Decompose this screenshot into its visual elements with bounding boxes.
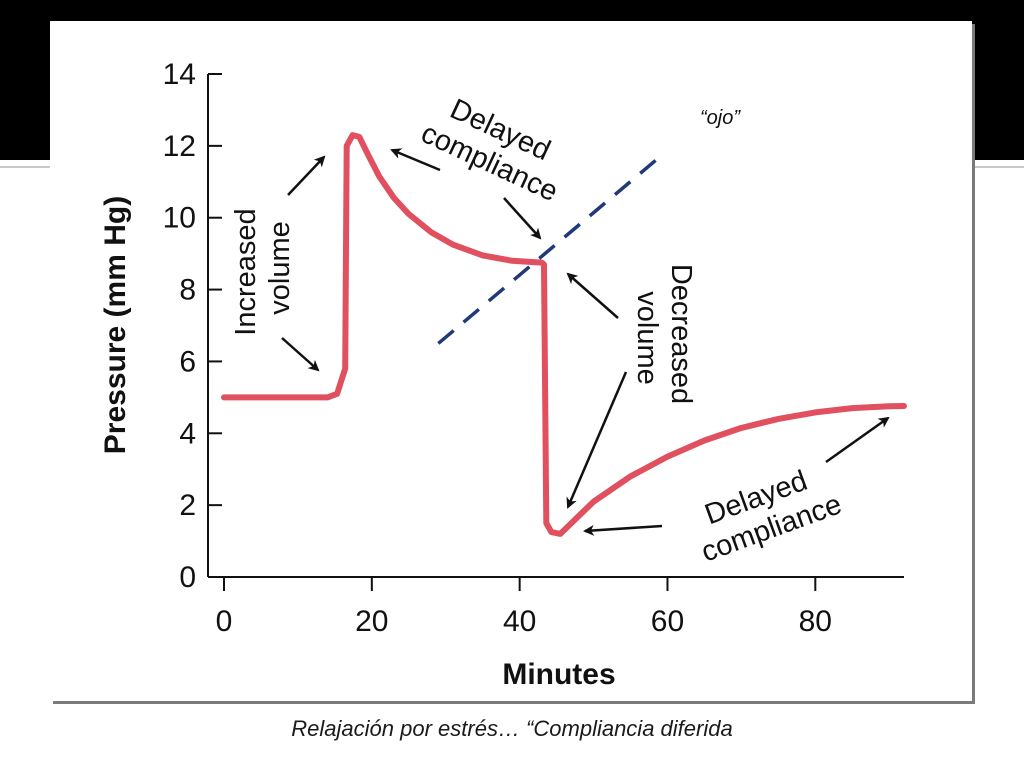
arrow-decreased-to-plateau	[566, 272, 619, 319]
annotation-delayed-compliance-lower: Delayed compliance	[686, 456, 846, 568]
grey-rule-right	[972, 166, 1024, 168]
arrow-upper-to-plateau	[503, 197, 542, 240]
grey-rule-left	[0, 166, 50, 168]
annotation-increased-line1: Increased	[230, 208, 262, 335]
y-tick-label: 0	[179, 561, 196, 594]
pressure-series-line	[221, 132, 907, 537]
y-tick-label: 2	[179, 489, 196, 522]
arrow-lower-to-trough	[583, 524, 663, 536]
slide-caption: Relajación por estrés… “Compliancia dife…	[291, 716, 733, 741]
note-ojo: “ojo”	[700, 107, 741, 129]
x-tick-label: 80	[799, 605, 832, 638]
x-tick-label: 0	[216, 605, 233, 638]
annotation-increased-volume: Increased volume	[230, 200, 296, 335]
annotation-decreased-line2: volume	[631, 291, 663, 385]
y-tick-label: 14	[163, 58, 196, 91]
y-axis-title: Pressure (mm Hg)	[99, 196, 132, 454]
x-tick-label: 40	[503, 605, 536, 638]
arrow-upper-to-peak-decay	[390, 148, 441, 172]
y-tick-label: 6	[179, 345, 196, 378]
annotation-delayed-compliance-upper: Delayed compliance	[416, 86, 577, 208]
annotation-decreased-line1: Decreased	[665, 264, 697, 404]
x-axis-title: Minutes	[502, 658, 615, 691]
arrow-increased-to-peak	[287, 155, 326, 196]
arrow-lower-to-tail	[825, 416, 890, 464]
dashed-diagonal-line	[437, 155, 662, 345]
x-tick-label: 20	[355, 605, 388, 638]
y-tick-label: 8	[179, 274, 196, 307]
y-tick-label: 12	[163, 130, 196, 163]
arrow-increased-to-rise	[281, 337, 320, 372]
arrow-decreased-to-trough	[566, 371, 628, 509]
annotation-increased-line2: volume	[264, 221, 296, 315]
y-tick-label: 10	[163, 202, 196, 235]
figure-panel	[50, 21, 972, 701]
annotation-decreased-volume: Decreased volume	[631, 264, 697, 412]
y-tick-label: 4	[179, 417, 196, 450]
x-tick-label: 60	[651, 605, 684, 638]
